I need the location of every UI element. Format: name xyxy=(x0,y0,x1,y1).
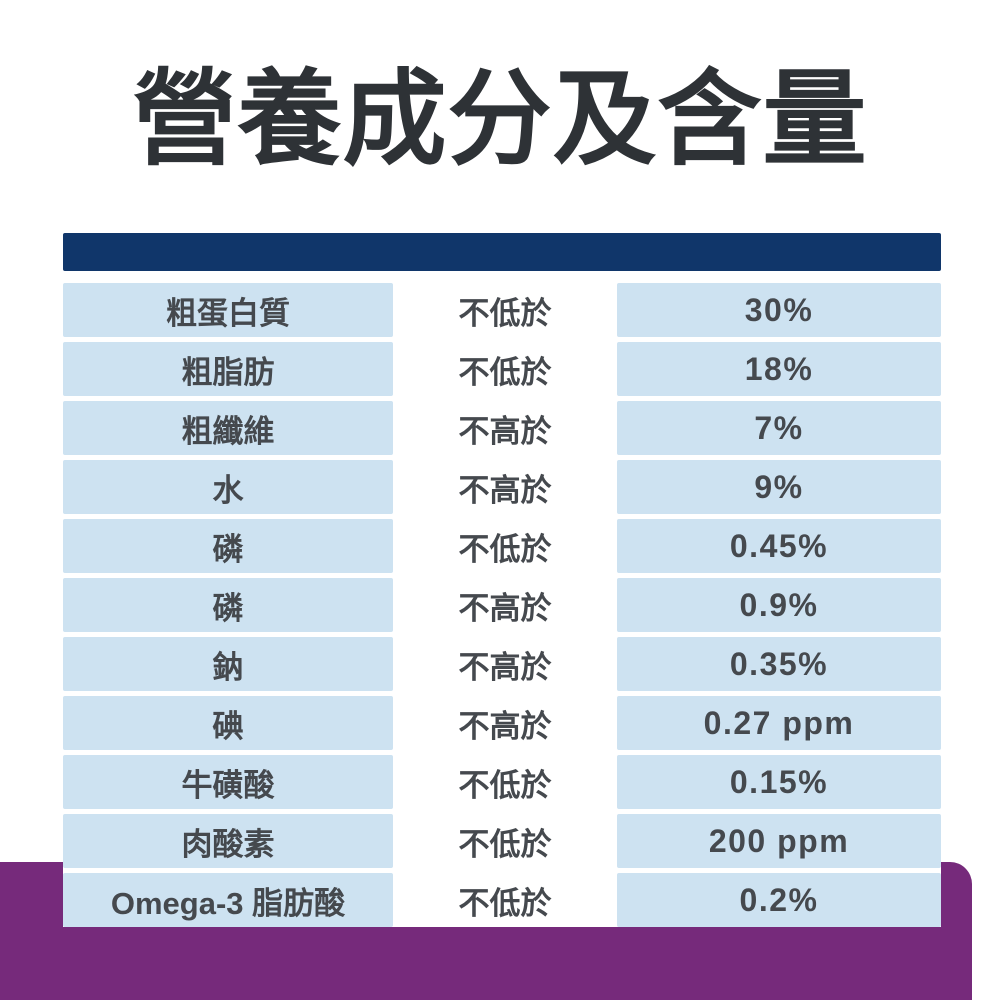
value-cell: 9% xyxy=(617,460,941,514)
table-row: 粗脂肪 不低於 18% xyxy=(63,342,941,396)
condition-cell: 不低於 xyxy=(393,342,617,396)
nutrient-name-cell: 粗纖維 xyxy=(63,401,393,455)
value-cell: 0.35% xyxy=(617,637,941,691)
condition-cell: 不低於 xyxy=(393,873,617,927)
table-row: 磷不低於 0.45% xyxy=(63,519,941,573)
table-row: 粗蛋白質 不低於 30% xyxy=(63,283,941,337)
nutrient-name-cell: 肉酸素 xyxy=(63,814,393,868)
condition-cell: 不高於 xyxy=(393,578,617,632)
value-cell: 30% xyxy=(617,283,941,337)
table-row: Omega-3 脂肪酸 不低於 0.2% xyxy=(63,873,941,927)
nutrient-name-cell: Omega-3 脂肪酸 xyxy=(63,873,393,927)
page-title: 營養成分及含量 xyxy=(132,62,868,178)
table-row: 磷不高於 0.9% xyxy=(63,578,941,632)
table-row: 水不高於 9% xyxy=(63,460,941,514)
condition-cell: 不高於 xyxy=(393,460,617,514)
value-cell: 0.2% xyxy=(617,873,941,927)
nutrient-name-cell: 鈉 xyxy=(63,637,393,691)
value-cell: 7% xyxy=(617,401,941,455)
value-cell: 200 ppm xyxy=(617,814,941,868)
table-row: 碘不高於 0.27 ppm xyxy=(63,696,941,750)
value-cell: 0.15% xyxy=(617,755,941,809)
nutrient-name-cell: 粗脂肪 xyxy=(63,342,393,396)
condition-cell: 不高於 xyxy=(393,637,617,691)
condition-cell: 不低於 xyxy=(393,814,617,868)
nutrient-name-cell: 磷 xyxy=(63,578,393,632)
condition-cell: 不高於 xyxy=(393,401,617,455)
table-row: 牛磺酸 不低於 0.15% xyxy=(63,755,941,809)
condition-cell: 不低於 xyxy=(393,283,617,337)
nutrient-name-cell: 碘 xyxy=(63,696,393,750)
value-cell: 0.27 ppm xyxy=(617,696,941,750)
divider-bar xyxy=(63,233,941,271)
nutrient-name-cell: 牛磺酸 xyxy=(63,755,393,809)
table-row: 鈉不高於 0.35% xyxy=(63,637,941,691)
nutrient-name-cell: 磷 xyxy=(63,519,393,573)
nutrient-name-cell: 水 xyxy=(63,460,393,514)
condition-cell: 不低於 xyxy=(393,755,617,809)
table-row: 肉酸素 不低於 200 ppm xyxy=(63,814,941,868)
value-cell: 18% xyxy=(617,342,941,396)
condition-cell: 不低於 xyxy=(393,519,617,573)
nutrition-table: 粗蛋白質 不低於 30% 粗脂肪 不低於 18% 粗纖維 不高於 7% 水不高於 9% 磷不低於 0.4… xyxy=(63,283,941,927)
value-cell: 0.45% xyxy=(617,519,941,573)
value-cell: 0.9% xyxy=(617,578,941,632)
table-row: 粗纖維 不高於 7% xyxy=(63,401,941,455)
condition-cell: 不高於 xyxy=(393,696,617,750)
nutrient-name-cell: 粗蛋白質 xyxy=(63,283,393,337)
